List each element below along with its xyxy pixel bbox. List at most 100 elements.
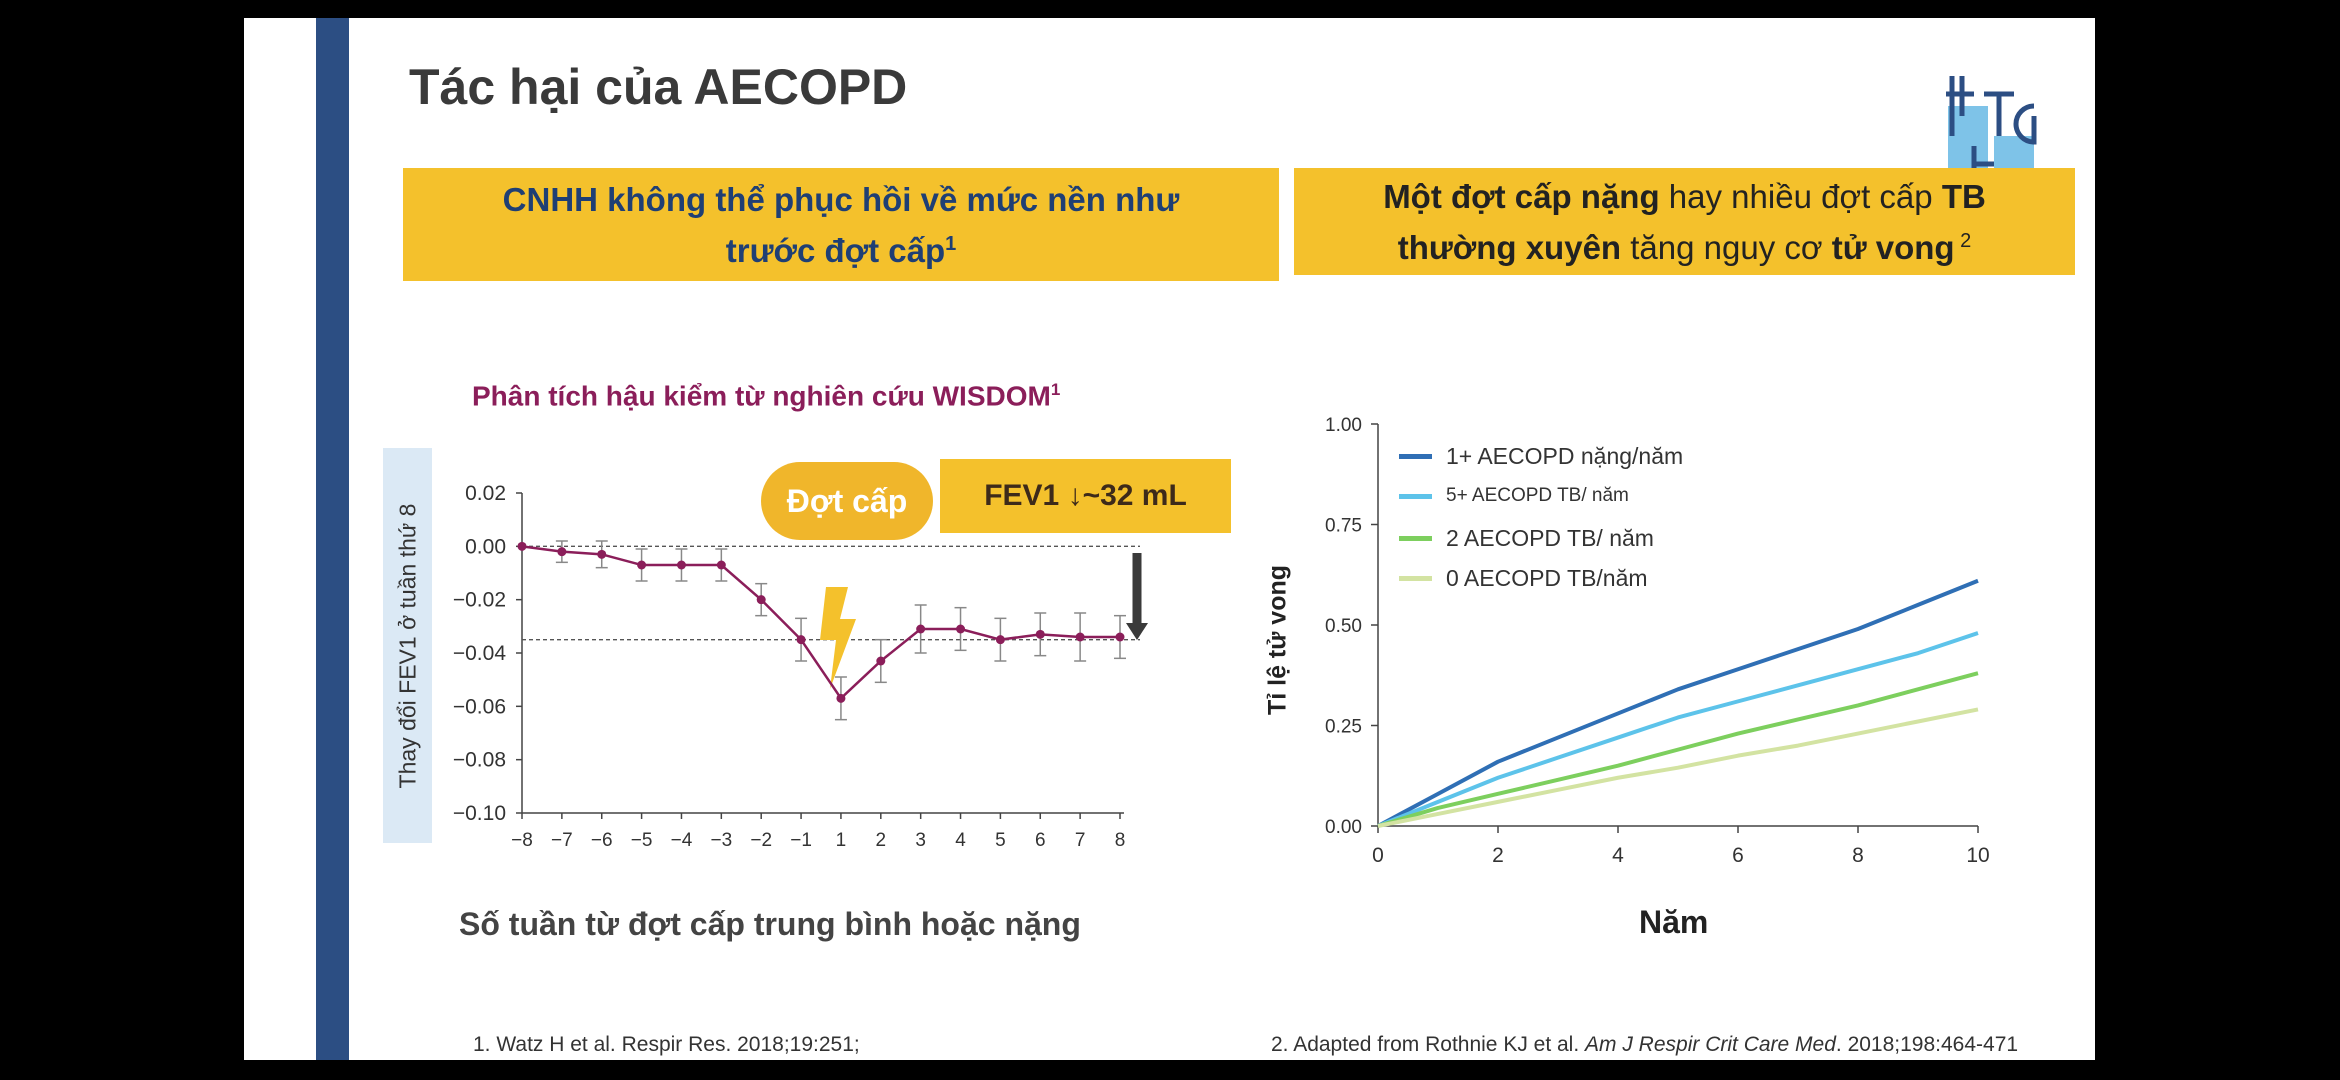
legend-label: 5+ AECOPD TB/ năm	[1446, 485, 1629, 506]
left-ylabel-background	[383, 448, 432, 843]
legend-item: 2 AECOPD TB/ năm	[1399, 525, 1654, 552]
legend-swatch	[1399, 576, 1432, 581]
slide: Tác hại của AECOPD CNHH không thể phục h…	[244, 18, 2095, 1060]
banner-left: CNHH không thể phục hồi về mức nền như t…	[403, 168, 1279, 281]
banner-left-line2: trước đợt cấp	[725, 231, 946, 269]
left-chart-subtitle-sup: 1	[1050, 380, 1061, 399]
lightning-icon	[820, 587, 856, 689]
banner-left-line1: CNHH không thể phục hồi về mức nền như	[502, 180, 1180, 218]
legend-item: 5+ AECOPD TB/ năm	[1399, 485, 1629, 507]
left-y-tick-label: 0.02	[465, 482, 506, 505]
left-chart-xlabel: Số tuần từ đợt cấp trung bình hoặc nặng	[459, 906, 1081, 942]
data-point	[995, 635, 1005, 645]
legend-item: 0 AECOPD TB/năm	[1399, 565, 1648, 592]
right-y-tick-label: 0.75	[1325, 516, 1362, 537]
left-x-tick-label: −3	[710, 830, 732, 851]
reference-1: 1. Watz H et al. Respir Res. 2018;19:251…	[473, 1033, 860, 1056]
left-y-tick-label: −0.06	[453, 695, 506, 718]
left-x-tick-label: 4	[955, 830, 966, 851]
right-x-tick-label: 8	[1852, 844, 1864, 867]
right-x-tick-label: 2	[1492, 844, 1504, 867]
left-x-tick-label: −7	[551, 830, 573, 851]
data-point	[716, 560, 726, 570]
decline-arrow-head	[1126, 623, 1148, 640]
left-x-tick-label: 5	[995, 830, 1006, 851]
fev1-change-chart: 0.020.00−0.02−0.04−0.06−0.08−0.10−8 −7 −6−…	[453, 482, 1148, 851]
mortality-series-line-3	[1377, 671, 1979, 828]
mortality-series-line-2	[1377, 631, 1979, 828]
right-chart-xlabel: Năm	[1639, 904, 1709, 940]
banner-right-text-1: hay nhiều đợt cấp	[1659, 177, 1942, 215]
data-point	[1115, 632, 1125, 642]
data-point	[956, 624, 966, 634]
data-point	[1035, 629, 1045, 639]
right-y-tick-label: 1.00	[1325, 415, 1362, 436]
banner-right-bold-3: thường xuyên	[1397, 228, 1622, 266]
right-y-tick-label: 0.50	[1325, 616, 1362, 637]
left-y-tick-label: 0.00	[465, 535, 506, 558]
mortality-series-line-1	[1377, 578, 1979, 828]
right-x-tick-label: 10	[1966, 844, 1989, 867]
left-x-tick-label: 6	[1035, 830, 1046, 851]
left-x-tick-label: 7	[1075, 830, 1086, 851]
left-x-tick-label: −1	[790, 830, 812, 851]
left-x-tick-label: −6	[591, 830, 613, 851]
legend-label: 2 AECOPD TB/ năm	[1446, 525, 1654, 551]
data-point	[557, 547, 567, 557]
legend-label: 1+ AECOPD nặng/năm	[1446, 443, 1684, 469]
exacerbation-badge: Đợt cấp	[761, 462, 933, 540]
right-y-tick-label: 0.00	[1325, 817, 1362, 838]
left-chart-subtitle-text: Phân tích hậu kiểm từ nghiên cứu WISDOM	[472, 380, 1051, 412]
reference-2-journal: Am J Respir Crit Care Med	[1585, 1033, 1836, 1056]
slide-title: Tác hại của AECOPD	[409, 59, 908, 115]
reference-2-suffix: . 2018;198:464-471	[1835, 1033, 2019, 1056]
mortality-chart: 0.00 0.25 0.50 0.75 1.00 0 2 4 6 8 10	[1325, 415, 1990, 867]
banner-right-text-2: tăng nguy cơ	[1621, 228, 1832, 266]
banner-right-bold-1: Một đợt cấp nặng	[1383, 177, 1660, 215]
legend-label: 0 AECOPD TB/năm	[1446, 565, 1648, 591]
left-x-tick-label: 3	[915, 830, 926, 851]
legend-swatch	[1399, 454, 1432, 459]
legend-swatch	[1399, 493, 1432, 499]
legend-item: 1+ AECOPD nặng/năm	[1399, 443, 1683, 470]
fev1-series-line	[521, 545, 1120, 701]
right-y-tick-label: 0.25	[1325, 717, 1362, 738]
reference-2-prefix: 2. Adapted from Rothnie KJ et al.	[1271, 1033, 1586, 1056]
data-point	[1075, 632, 1085, 642]
reference-2: 2. Adapted from Rothnie KJ et al. Am J R…	[1271, 1033, 2018, 1057]
banner-right-bold-4: tử vong	[1831, 228, 1955, 266]
left-x-tick-label: 1	[836, 830, 847, 851]
data-point	[836, 693, 846, 703]
left-y-tick-label: −0.08	[453, 749, 506, 772]
mortality-series-line-4	[1377, 707, 1979, 828]
accent-bar	[316, 18, 349, 1060]
data-point	[597, 549, 607, 559]
left-x-tick-label: 8	[1115, 830, 1126, 851]
left-x-tick-label: 2	[876, 830, 887, 851]
data-point	[876, 656, 886, 666]
banner-left-sup: 1	[945, 232, 957, 255]
left-x-tick-label: −2	[750, 830, 772, 851]
left-y-tick-label: −0.02	[453, 589, 506, 612]
left-x-tick-label: −5	[631, 830, 653, 851]
right-x-tick-label: 0	[1372, 844, 1384, 867]
data-point	[796, 635, 806, 645]
fev1-decline-label: FEV1 ↓~32 mL	[940, 459, 1231, 533]
left-x-tick-label: −8	[511, 830, 533, 851]
data-point	[517, 541, 527, 551]
left-chart-subtitle: Phân tích hậu kiểm từ nghiên cứu WISDOM1	[472, 380, 1060, 412]
data-point	[637, 560, 647, 570]
data-point	[756, 595, 766, 605]
data-point	[676, 560, 686, 570]
banner-right-sup: 2	[1954, 229, 1972, 252]
left-y-tick-label: −0.04	[453, 642, 506, 665]
banner-right-bold-2: TB	[1941, 177, 1986, 215]
right-chart-ylabel: Tỉ lệ tử vong	[1263, 564, 1292, 716]
left-x-tick-label: −4	[671, 830, 693, 851]
left-y-tick-label: −0.10	[453, 802, 506, 825]
legend-swatch	[1399, 536, 1432, 541]
right-x-tick-label: 6	[1732, 844, 1744, 867]
banner-right: Một đợt cấp nặng hay nhiều đợt cấp TB th…	[1294, 168, 2075, 275]
data-point	[916, 624, 926, 634]
right-x-tick-label: 4	[1612, 844, 1624, 867]
